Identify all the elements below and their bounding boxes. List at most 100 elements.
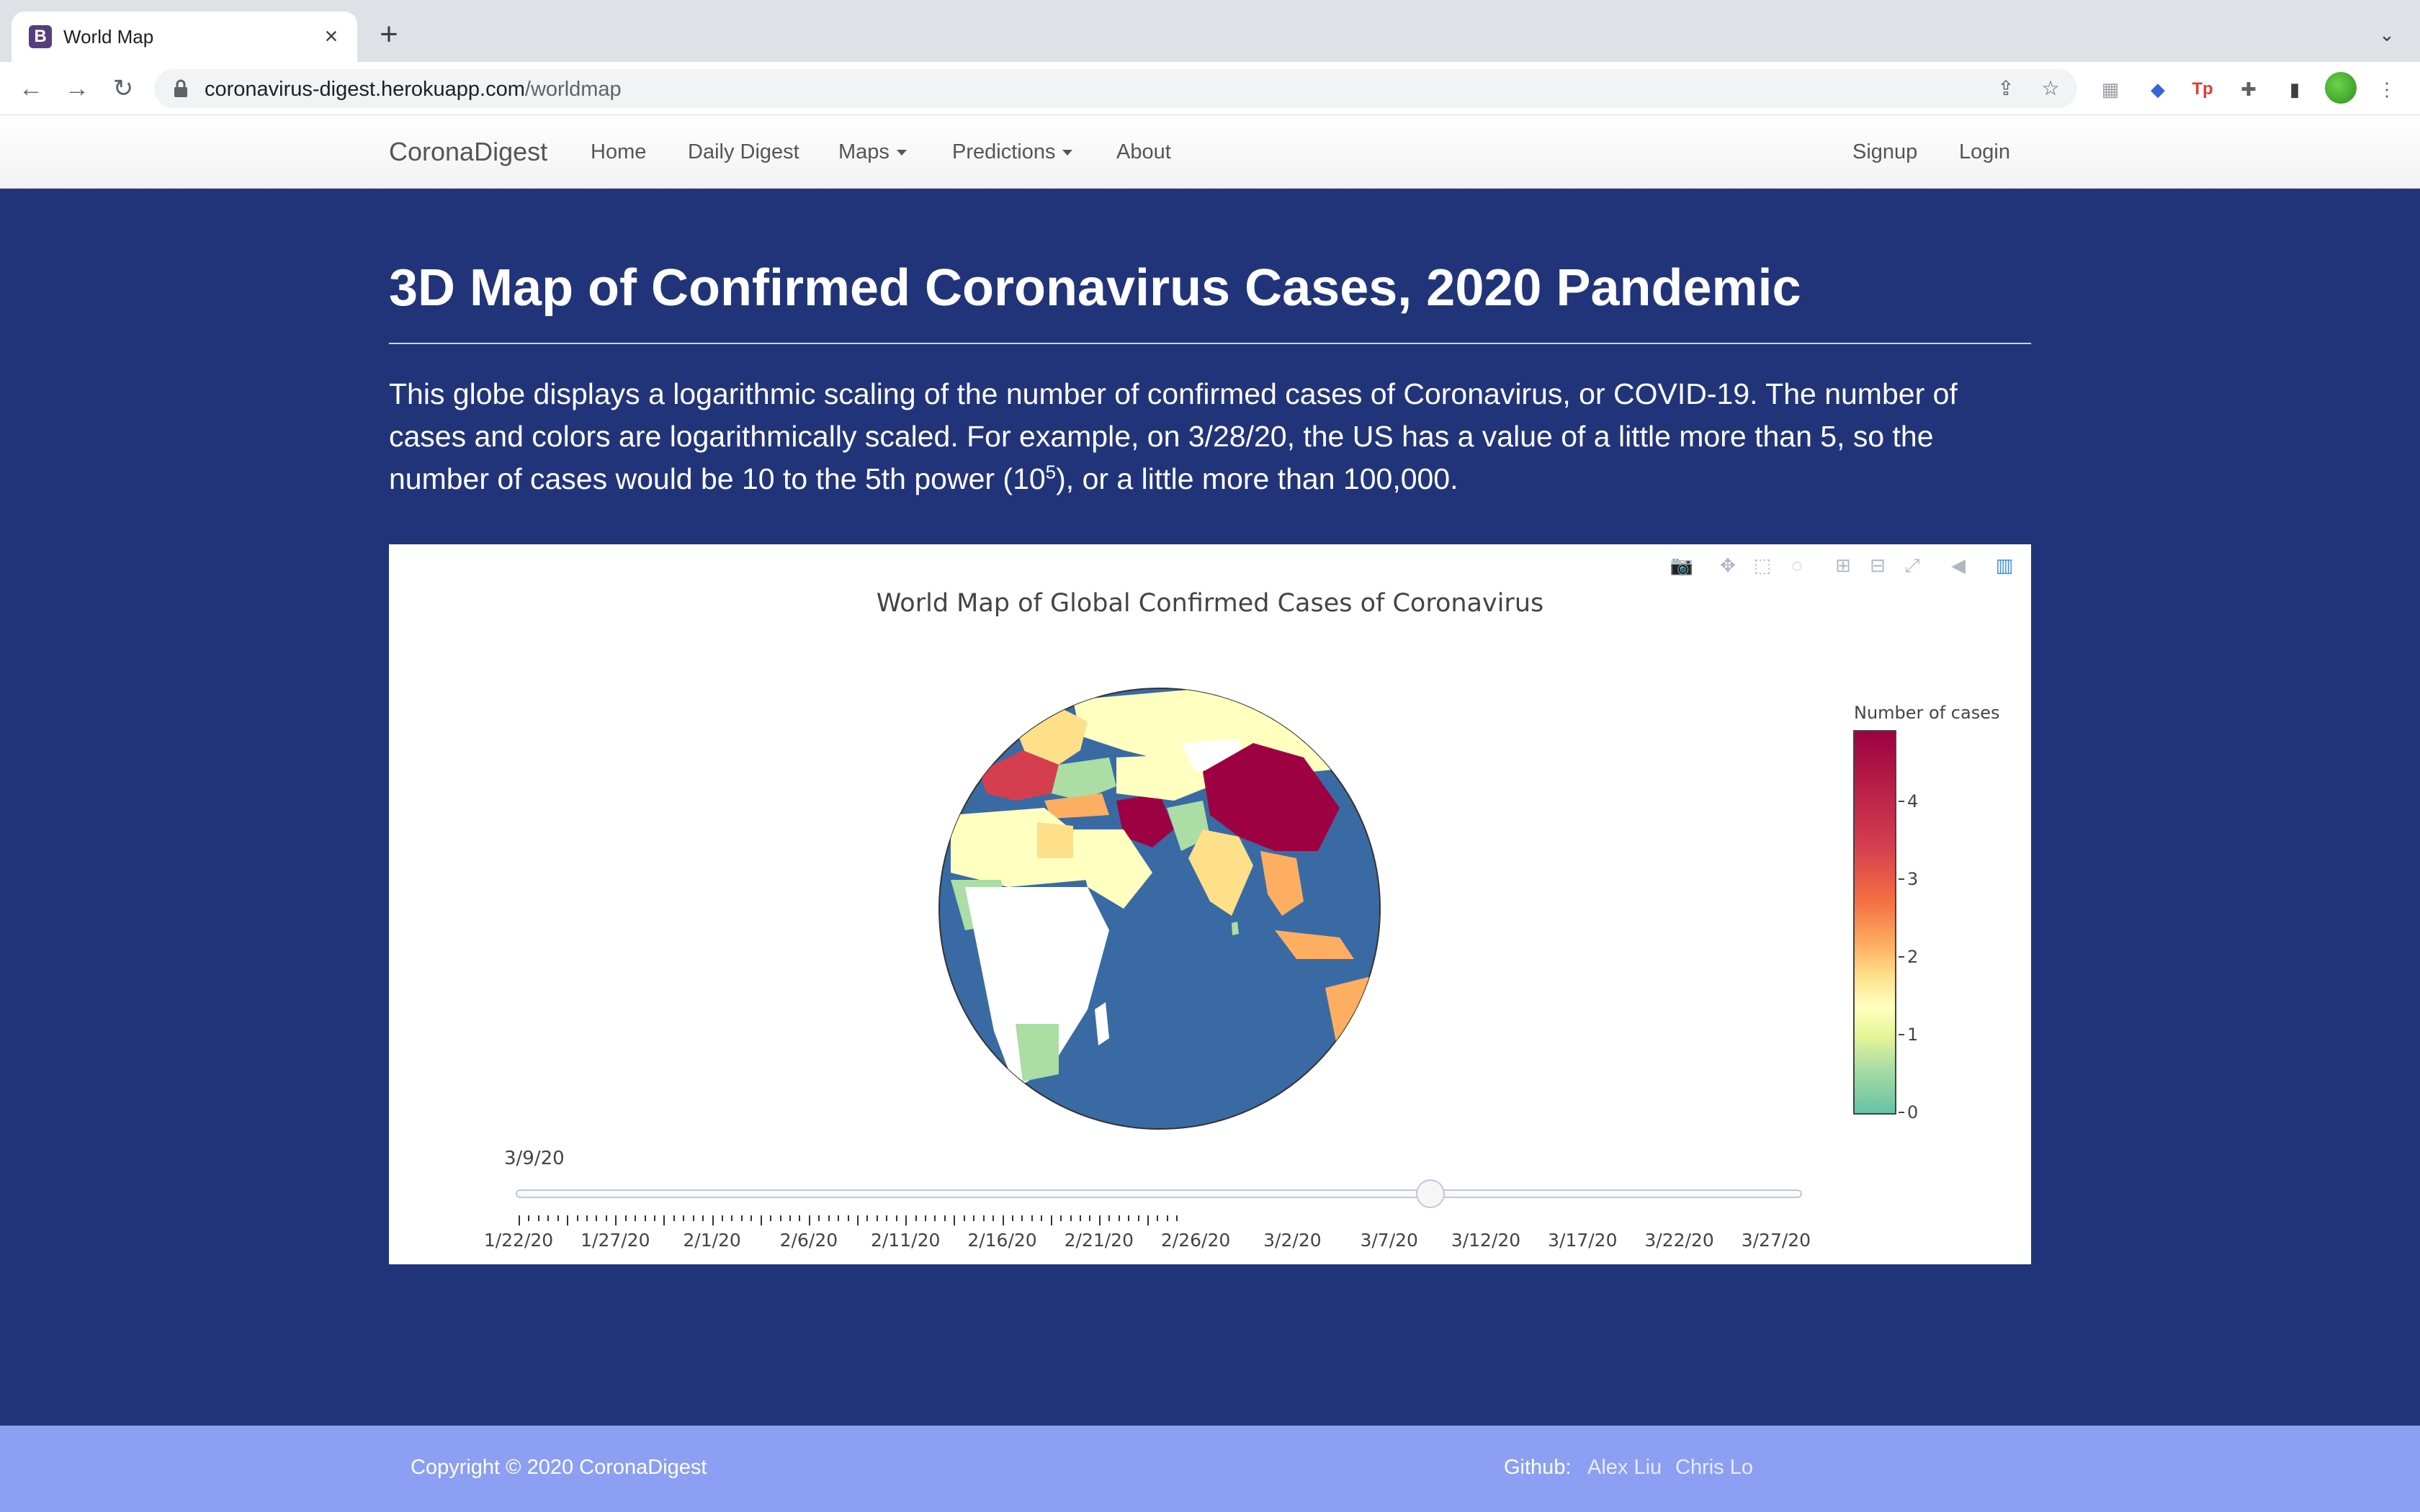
slider-tick-label[interactable]: 3/17/20 [1548, 1230, 1618, 1251]
region-india[interactable] [1188, 829, 1253, 916]
share-icon[interactable]: ⇪ [1997, 77, 2015, 99]
slider-tick [847, 1215, 849, 1221]
nav-home[interactable]: Home [591, 140, 647, 163]
slider-tick [1098, 1215, 1101, 1225]
nav-maps-dropdown[interactable]: Maps [838, 139, 907, 165]
region-sri-lanka[interactable] [1232, 922, 1239, 935]
slider-tick [828, 1215, 830, 1221]
chevron-down-icon[interactable]: ⌄ [2379, 24, 2395, 45]
region-central-asia[interactable] [1116, 754, 1210, 801]
github-link-alex-liu[interactable]: Alex Liu [1587, 1456, 1662, 1479]
extension-shield-icon[interactable]: ◆ [2151, 78, 2165, 100]
plotly-logo-icon[interactable]: ▥ [1995, 554, 2014, 576]
region-china[interactable] [1203, 743, 1340, 851]
footer: Copyright © 2020 CoronaDigest Github: Al… [0, 1426, 2420, 1512]
nav-login[interactable]: Login [1959, 140, 2010, 163]
region-madagascar[interactable] [1095, 1002, 1109, 1045]
bootstrap-favicon-icon: B [29, 25, 52, 48]
reload-icon[interactable]: ↻ [112, 75, 134, 102]
slider-tick [722, 1215, 724, 1221]
new-tab-plus-icon[interactable]: + [380, 17, 398, 52]
browser-tabstrip: B World Map × + ⌄ [0, 0, 2420, 62]
slider-tick-label[interactable]: 2/6/20 [779, 1230, 838, 1251]
colorbar-tick [1899, 1112, 1904, 1113]
side-panel-icon[interactable]: ▮ [2289, 78, 2300, 100]
slider-tick [1060, 1215, 1062, 1221]
nav-daily-digest[interactable]: Daily Digest [688, 140, 799, 163]
slider-tick [973, 1215, 975, 1221]
lasso-icon[interactable]: ◌ [1791, 554, 1803, 576]
forward-arrow-icon[interactable]: → [65, 75, 89, 102]
back-arrow-icon[interactable]: ← [19, 75, 43, 102]
region-turkey[interactable] [1044, 793, 1109, 819]
date-slider-rail[interactable] [516, 1189, 1802, 1198]
slider-tick [1031, 1215, 1033, 1221]
camera-icon[interactable]: 📷 [1670, 554, 1694, 576]
slider-tick [615, 1215, 617, 1225]
close-icon[interactable]: × [324, 23, 339, 49]
colorbar-title: Number of cases [1854, 703, 2000, 723]
slider-tick [808, 1215, 810, 1225]
extension-grid-icon[interactable]: ▦ [2101, 78, 2120, 100]
region-egypt[interactable] [1037, 822, 1073, 858]
github-label: Github: [1504, 1456, 1572, 1479]
kebab-menu-icon[interactable]: ⋮ [2378, 78, 2396, 100]
slider-tick-label[interactable]: 2/1/20 [683, 1230, 741, 1251]
reset-view-icon[interactable]: ⤢ [1904, 554, 1920, 576]
region-algeria[interactable] [980, 815, 1037, 865]
copyright-text: Copyright © 2020 CoronaDigest [411, 1456, 707, 1479]
slider-tick-label[interactable]: 2/26/20 [1160, 1230, 1231, 1251]
slider-tick-label[interactable]: 3/7/20 [1360, 1230, 1418, 1251]
extension-tp-icon[interactable]: Tp [2192, 79, 2213, 99]
zoom-in-icon[interactable]: ⊞ [1835, 554, 1851, 576]
bookmark-star-icon[interactable]: ☆ [2041, 77, 2060, 99]
region-europe-west[interactable] [980, 750, 1059, 801]
region-australia[interactable] [1325, 973, 1383, 1060]
slider-tick-label[interactable]: 2/16/20 [967, 1230, 1037, 1251]
slider-tick [576, 1215, 578, 1221]
nav-about[interactable]: About [1116, 140, 1171, 163]
slider-tick [1147, 1215, 1149, 1225]
hover-label-icon[interactable]: ◀ [1951, 554, 1966, 576]
slider-tick-label[interactable]: 3/22/20 [1644, 1230, 1714, 1251]
region-south-africa[interactable] [1016, 1024, 1059, 1081]
box-select-icon[interactable]: ⬚ [1753, 554, 1772, 576]
slider-tick [886, 1215, 888, 1221]
region-central-africa[interactable] [965, 887, 1109, 1089]
region-arabia[interactable] [1073, 829, 1152, 909]
slider-tick-label[interactable]: 3/12/20 [1451, 1230, 1521, 1251]
slider-tick-label[interactable]: 2/21/20 [1064, 1230, 1134, 1251]
region-europe-east[interactable] [1052, 757, 1116, 801]
region-indonesia[interactable] [1275, 930, 1354, 959]
slider-tick-label[interactable]: 1/27/20 [581, 1230, 650, 1251]
extensions-puzzle-icon[interactable]: ✚ [2241, 78, 2257, 100]
github-link-chris-lo[interactable]: Chris Lo [1675, 1456, 1753, 1479]
slider-tick [731, 1215, 733, 1221]
browser-tab[interactable]: B World Map × [12, 12, 357, 62]
region-southeast-asia[interactable] [1260, 851, 1304, 916]
globe-map[interactable] [936, 685, 1383, 1132]
slider-tick-label[interactable]: 3/27/20 [1741, 1230, 1811, 1251]
region-iran[interactable] [1116, 793, 1174, 847]
slider-tick [779, 1215, 781, 1221]
nav-signup[interactable]: Signup [1852, 140, 1918, 163]
address-bar[interactable]: coronavirus-digest.herokuapp.com/worldma… [154, 69, 2077, 108]
slider-tick [596, 1215, 598, 1221]
slider-tick [818, 1215, 820, 1221]
navbar-brand[interactable]: CoronaDigest [389, 137, 548, 166]
pan-icon[interactable]: ✥ [1720, 554, 1736, 576]
colorbar-label: 1 [1907, 1025, 1919, 1045]
colorbar-tick [1899, 878, 1904, 880]
zoom-out-icon[interactable]: ⊟ [1870, 554, 1886, 576]
slider-tick [519, 1215, 520, 1225]
slider-tick [644, 1215, 646, 1221]
slider-tick-label[interactable]: 3/2/20 [1263, 1230, 1322, 1251]
slider-tick-label[interactable]: 1/22/20 [483, 1230, 554, 1251]
nav-predictions-dropdown[interactable]: Predictions [952, 139, 1073, 165]
date-slider-handle[interactable] [1416, 1179, 1445, 1208]
colorbar-label: 2 [1907, 947, 1919, 967]
slider-tick-label[interactable]: 2/11/20 [871, 1230, 941, 1251]
slider-tick [712, 1215, 714, 1225]
site-navbar: CoronaDigest Home Daily Digest Maps Pred… [0, 115, 2420, 189]
profile-avatar[interactable] [2325, 72, 2357, 104]
